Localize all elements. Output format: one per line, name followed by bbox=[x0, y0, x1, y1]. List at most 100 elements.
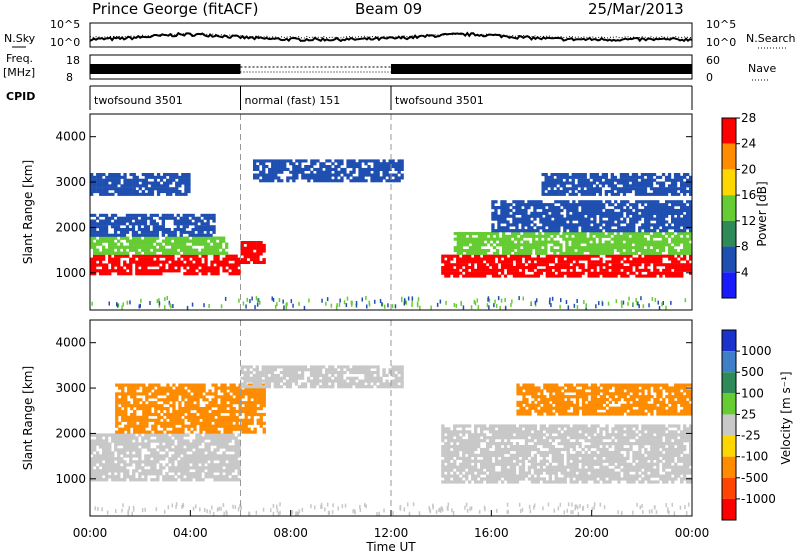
velocity-cell bbox=[156, 451, 160, 455]
power-cell bbox=[364, 179, 368, 183]
power-cell bbox=[605, 214, 609, 218]
speckle-cell bbox=[474, 301, 477, 306]
velocity-cell bbox=[198, 433, 202, 437]
power-cell bbox=[557, 260, 561, 264]
power-cell bbox=[453, 232, 457, 236]
power-cell bbox=[673, 184, 678, 188]
velocity-cell bbox=[512, 477, 517, 481]
velocity-cell bbox=[198, 448, 202, 452]
velocity-cell bbox=[111, 454, 115, 458]
power-cell bbox=[132, 187, 136, 191]
power-cell bbox=[111, 175, 115, 179]
power-cell bbox=[385, 167, 389, 171]
power-cell bbox=[141, 272, 145, 276]
velocity-cell bbox=[506, 459, 511, 463]
power-cell bbox=[177, 257, 181, 261]
power-cell bbox=[213, 266, 217, 270]
velocity-cell bbox=[521, 462, 526, 466]
power-cell bbox=[620, 271, 624, 275]
power-cell bbox=[607, 249, 611, 253]
power-cell bbox=[578, 274, 582, 278]
power-cell bbox=[138, 260, 142, 264]
power-cell bbox=[596, 274, 600, 278]
velocity-cell bbox=[177, 433, 181, 437]
power-cell bbox=[647, 226, 651, 230]
power-cell bbox=[545, 260, 549, 264]
power-cell bbox=[619, 237, 623, 241]
velocity-cell bbox=[596, 424, 600, 428]
power-cell bbox=[216, 236, 220, 240]
velocity-cell bbox=[180, 433, 184, 437]
velocity-cell bbox=[506, 430, 511, 434]
velocity-cell bbox=[605, 430, 609, 434]
velocity-cell bbox=[480, 433, 484, 437]
power-cell bbox=[508, 237, 512, 241]
power-cell bbox=[101, 213, 106, 217]
power-cell bbox=[358, 165, 362, 169]
power-cell bbox=[116, 219, 121, 223]
velocity-cell bbox=[563, 439, 567, 443]
power-cell bbox=[216, 260, 220, 264]
speckle-cell bbox=[497, 296, 500, 301]
velocity-cell bbox=[488, 450, 493, 455]
power-cell bbox=[99, 178, 103, 182]
velocity-cell bbox=[614, 442, 618, 446]
velocity-cell bbox=[512, 430, 517, 434]
velocity-cell bbox=[524, 450, 529, 455]
power-cell bbox=[683, 181, 687, 185]
power-cell bbox=[599, 263, 603, 267]
power-cell bbox=[161, 219, 165, 223]
power-cell bbox=[361, 179, 365, 183]
power-cell bbox=[150, 184, 155, 188]
velocity-cell bbox=[518, 433, 523, 437]
velocity-cell bbox=[96, 475, 100, 479]
power-cell bbox=[441, 257, 445, 261]
power-cell bbox=[166, 192, 170, 196]
power-cell bbox=[156, 181, 161, 185]
power-cell bbox=[662, 206, 666, 210]
power-cell bbox=[509, 229, 513, 233]
velocity-cell bbox=[530, 439, 535, 443]
velocity-cell bbox=[456, 480, 460, 484]
velocity-cell bbox=[518, 445, 523, 449]
velocity-cell bbox=[587, 459, 591, 463]
power-cell bbox=[182, 230, 186, 234]
velocity-cell bbox=[177, 445, 181, 449]
velocity-cell bbox=[237, 442, 241, 446]
power-cell bbox=[655, 175, 660, 179]
velocity-cell bbox=[614, 433, 618, 437]
power-cell bbox=[592, 190, 596, 194]
power-cell bbox=[201, 263, 205, 267]
power-cell bbox=[590, 214, 594, 218]
power-cell bbox=[125, 216, 130, 220]
power-cell bbox=[134, 230, 139, 234]
power-cell bbox=[105, 239, 109, 243]
velocity-cell bbox=[444, 445, 448, 449]
power-cell bbox=[676, 237, 681, 241]
power-cell bbox=[640, 187, 645, 191]
power-cell bbox=[201, 242, 205, 246]
velocity-cell bbox=[453, 453, 457, 457]
power-cell bbox=[183, 254, 187, 258]
power-cell bbox=[172, 187, 176, 191]
power-cell bbox=[623, 203, 627, 207]
power-cell bbox=[119, 222, 124, 226]
power-cell bbox=[474, 243, 479, 247]
power-cell bbox=[593, 217, 597, 221]
power-cell bbox=[512, 271, 517, 275]
velocity-cell bbox=[195, 469, 199, 473]
power-cell bbox=[655, 192, 660, 196]
velocity-cell bbox=[584, 477, 588, 481]
velocity-cell bbox=[542, 442, 546, 446]
velocity-cell bbox=[530, 465, 535, 469]
power-cell bbox=[195, 254, 199, 258]
velocity-cell bbox=[512, 453, 517, 457]
power-cell bbox=[611, 257, 615, 261]
power-cell bbox=[441, 271, 445, 275]
power-cell bbox=[518, 274, 523, 278]
power-cell bbox=[206, 219, 210, 223]
velocity-cell bbox=[563, 474, 567, 478]
power-cell bbox=[204, 257, 208, 261]
power-cell bbox=[683, 187, 687, 191]
power-cell bbox=[658, 251, 663, 255]
